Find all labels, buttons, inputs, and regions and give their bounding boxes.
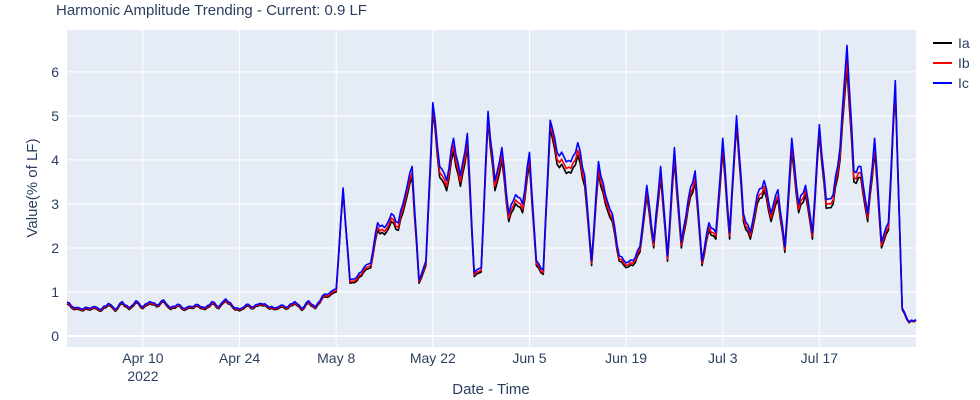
x-tick-label: Jun 19 <box>605 350 647 366</box>
y-axis-ticks: 0 1 2 3 4 5 6 <box>51 64 59 344</box>
grid-lines <box>67 30 916 347</box>
series-lines <box>66 44 917 324</box>
x-axis-ticks: Apr 10 2022 Apr 24 May 8 May 22 Jun 5 Jun 19 Ju… <box>122 350 838 384</box>
x-tick-year-label: 2022 <box>127 368 158 384</box>
y-tick-label: 4 <box>51 152 59 168</box>
y-tick-label: 3 <box>51 196 59 212</box>
y-tick-label: 5 <box>51 108 59 124</box>
y-tick-label: 0 <box>51 328 59 344</box>
x-tick-label: Apr 10 <box>122 350 163 366</box>
legend: Ia Ib Ic <box>933 35 970 91</box>
plot-area <box>67 30 916 347</box>
x-tick-label: May 8 <box>317 350 355 366</box>
x-tick-label: Jul 17 <box>801 350 839 366</box>
x-tick-label: Jul 3 <box>708 350 738 366</box>
legend-label-ia: Ia <box>958 35 970 51</box>
y-tick-label: 2 <box>51 240 59 256</box>
x-tick-label: Apr 24 <box>219 350 260 366</box>
x-tick-label: Jun 5 <box>512 350 546 366</box>
x-tick-label: May 22 <box>410 350 456 366</box>
y-axis-title: Value(% of LF) <box>24 139 41 238</box>
legend-label-ib: Ib <box>958 55 970 71</box>
y-tick-label: 1 <box>51 284 59 300</box>
series-line-ic <box>66 44 917 323</box>
chart-title: Harmonic Amplitude Trending - Current: 0… <box>56 2 367 19</box>
x-axis-title: Date - Time <box>452 381 530 398</box>
y-tick-label: 6 <box>51 64 59 80</box>
legend-label-ic: Ic <box>958 75 969 91</box>
